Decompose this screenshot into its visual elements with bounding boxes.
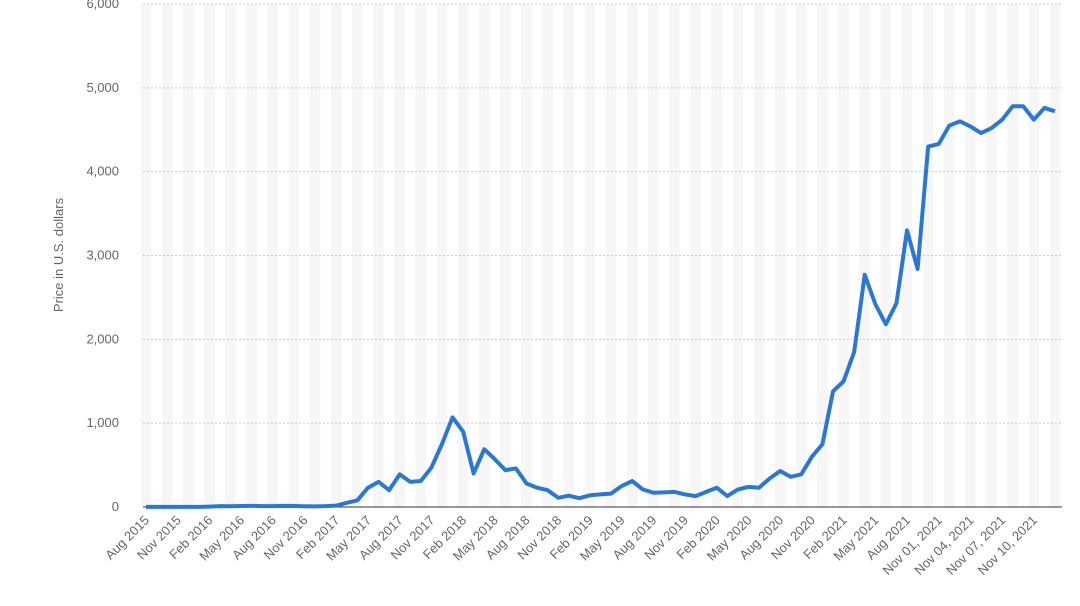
y-tick-label: 5,000 <box>86 80 119 95</box>
band <box>732 4 744 507</box>
y-axis-label: Price in U.S. dollars <box>51 197 66 312</box>
band <box>648 4 659 507</box>
band <box>944 4 955 507</box>
band <box>521 4 532 507</box>
band <box>1028 4 1040 507</box>
band <box>669 4 680 507</box>
band <box>584 4 596 507</box>
band <box>204 4 215 507</box>
band <box>965 4 976 507</box>
y-tick-label: 1,000 <box>86 415 119 430</box>
band <box>140 4 152 507</box>
y-tick-label: 4,000 <box>86 164 119 179</box>
y-tick-label: 2,000 <box>86 331 119 346</box>
band <box>796 4 807 507</box>
band <box>880 4 892 507</box>
band <box>288 4 300 507</box>
band <box>373 4 384 507</box>
y-tick-label: 6,000 <box>86 0 119 11</box>
band <box>817 4 828 507</box>
band <box>500 4 511 507</box>
y-tick-label: 0 <box>112 499 119 514</box>
band <box>436 4 448 507</box>
y-tick-label: 3,000 <box>86 248 119 263</box>
band <box>225 4 236 507</box>
line-series <box>146 104 1056 509</box>
band <box>352 4 363 507</box>
